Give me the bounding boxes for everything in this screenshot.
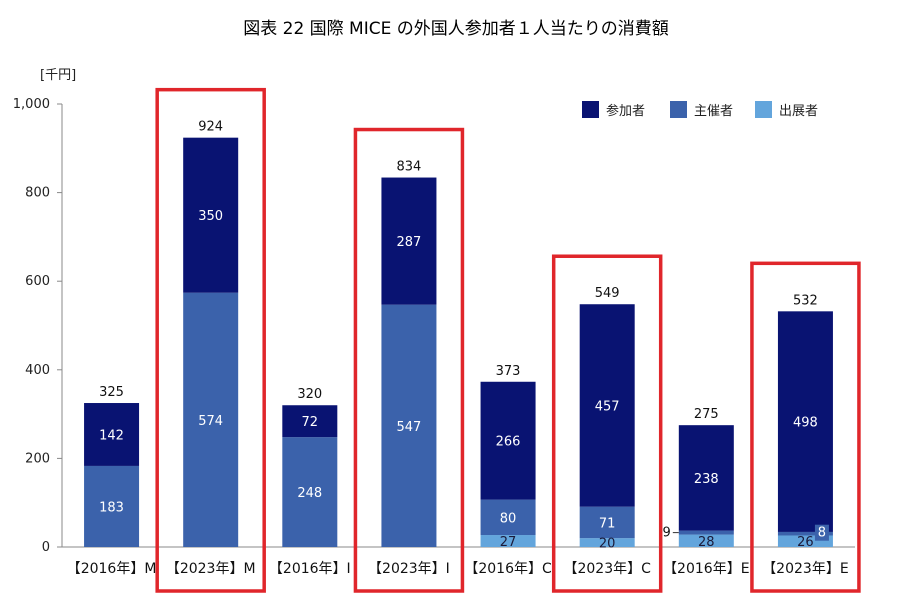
data-label: 248 — [297, 486, 322, 501]
y-tick-label: 200 — [25, 451, 50, 466]
data-label: 71 — [599, 516, 616, 531]
category-label: 【2023年】I — [368, 561, 450, 577]
y-tick-label: 600 — [25, 274, 50, 289]
bar-segment — [183, 137, 239, 293]
bar-segment — [84, 403, 140, 466]
data-label: 20 — [599, 537, 616, 552]
total-label: 320 — [297, 387, 322, 402]
bar-segment — [183, 292, 239, 547]
highlight-box — [155, 87, 266, 593]
data-label: 457 — [595, 399, 620, 414]
bar-segment — [579, 304, 635, 507]
data-label: 26 — [797, 535, 814, 550]
total-label: 373 — [496, 364, 521, 379]
data-label: 9 — [663, 526, 671, 541]
highlight-box — [750, 261, 861, 593]
data-label: 183 — [99, 500, 124, 515]
data-label-box — [814, 524, 829, 541]
data-label: 498 — [793, 416, 818, 431]
legend-swatch — [670, 101, 687, 118]
bar-segment — [282, 437, 338, 547]
data-label: 28 — [698, 535, 715, 550]
bar-segment — [381, 304, 437, 547]
bar-segment — [678, 425, 734, 531]
category-label: 【2016年】M — [67, 561, 157, 577]
bar-segment — [579, 506, 635, 539]
data-label: 80 — [500, 511, 517, 526]
bar-segment — [579, 538, 635, 547]
bar-segment — [777, 311, 833, 532]
highlight-box — [551, 254, 663, 593]
data-label: 350 — [198, 209, 223, 224]
data-label: 266 — [496, 435, 521, 450]
data-label: 142 — [99, 428, 124, 443]
data-label: 27 — [500, 535, 517, 550]
y-tick-label: 800 — [25, 186, 50, 201]
bar-segment — [381, 177, 437, 305]
data-label: 574 — [198, 414, 223, 429]
y-tick-label: 0 — [42, 540, 50, 555]
bar-segment — [678, 534, 734, 547]
y-tick-label: 1,000 — [13, 97, 50, 112]
category-label: 【2016年】E — [663, 561, 749, 577]
bar-segment — [480, 499, 536, 536]
chart-title: 図表 22 国際 MICE の外国人参加者１人当たりの消費額 — [243, 19, 669, 39]
category-label: 【2023年】E — [762, 561, 848, 577]
total-label: 275 — [694, 407, 719, 422]
legend-label: 主催者 — [694, 104, 733, 119]
y-axis-unit-label: [千円] — [40, 68, 77, 83]
legend-label: 参加者 — [606, 103, 645, 119]
category-label: 【2016年】C — [464, 561, 552, 577]
category-label: 【2023年】C — [563, 561, 651, 577]
bar-segment — [282, 405, 338, 438]
bar-segment — [678, 530, 734, 535]
y-tick-label: 400 — [25, 363, 50, 378]
total-label: 532 — [793, 293, 818, 308]
highlight-box — [353, 127, 465, 593]
total-label: 325 — [99, 385, 124, 400]
total-label: 924 — [198, 120, 223, 135]
data-label: 8 — [818, 526, 826, 541]
legend-label: 出展者 — [779, 104, 818, 119]
bar-segment — [480, 381, 536, 500]
category-label: 【2016年】I — [269, 561, 351, 577]
total-label: 834 — [397, 160, 422, 175]
data-label: 72 — [302, 415, 319, 430]
data-label: 287 — [397, 235, 422, 250]
legend-swatch — [582, 101, 599, 118]
category-label: 【2023年】M — [166, 561, 256, 577]
legend-swatch — [755, 101, 772, 118]
data-label: 238 — [694, 472, 719, 487]
total-label: 549 — [595, 286, 620, 301]
bar-segment — [84, 465, 140, 547]
bar-segment — [480, 535, 536, 547]
bar-segment — [777, 531, 833, 536]
bar-segment — [777, 535, 833, 547]
data-label: 547 — [397, 420, 422, 435]
